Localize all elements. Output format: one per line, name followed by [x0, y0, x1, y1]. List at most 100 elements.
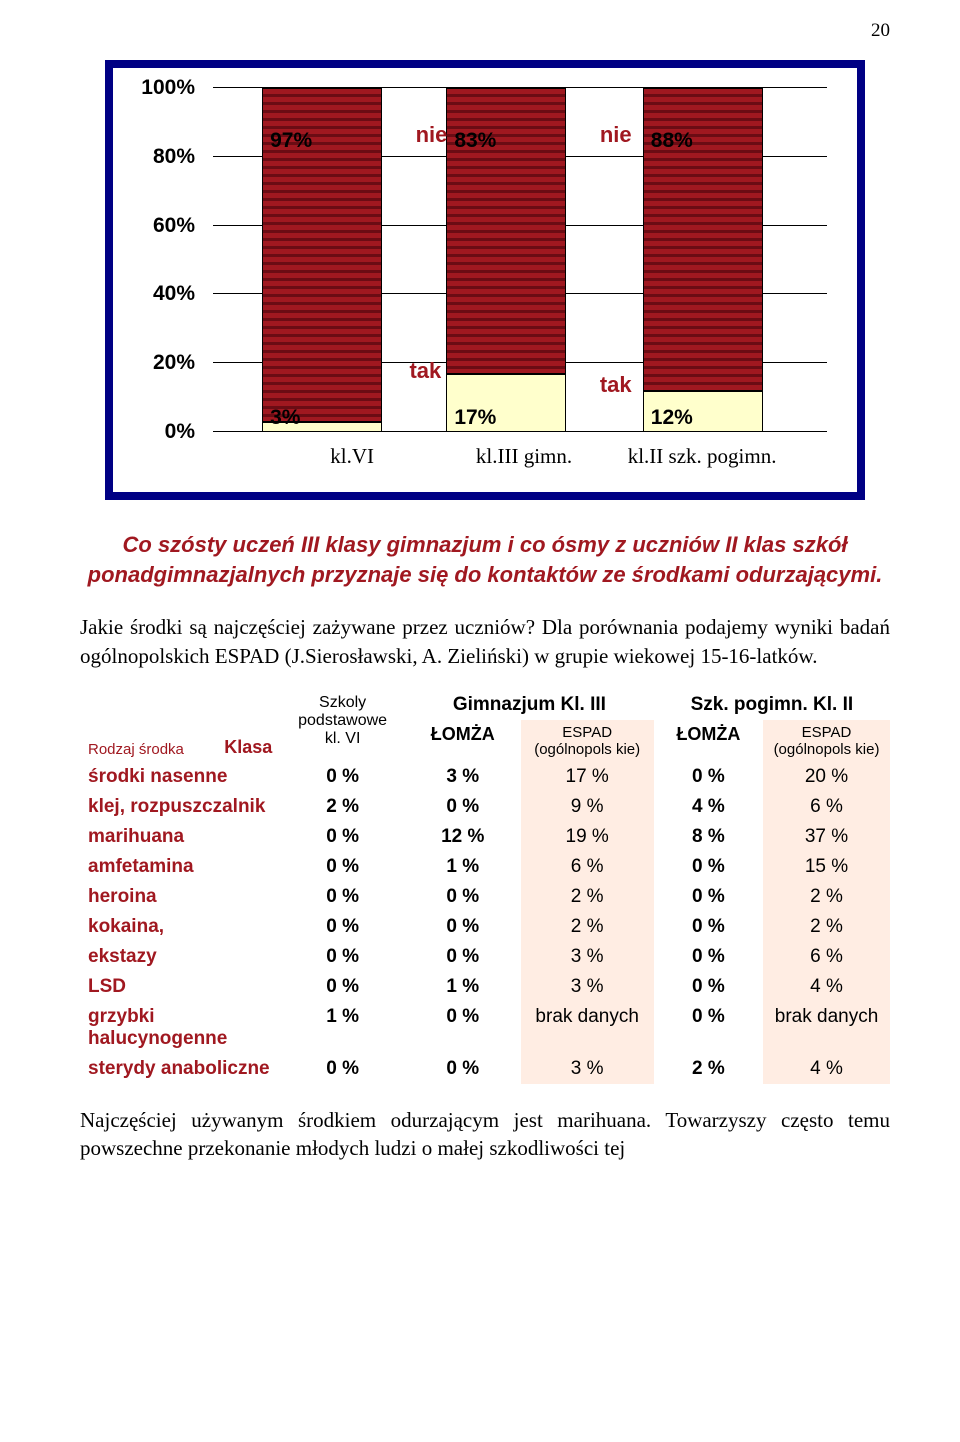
- table-cell: 0 %: [280, 942, 405, 972]
- header-lomza-2: ŁOMŻA: [654, 720, 763, 762]
- table-row: marihuana0 %12 %19 %8 %37 %: [80, 822, 890, 852]
- table-cell: 12 %: [405, 822, 521, 852]
- bar-value-top: 88%: [651, 129, 693, 153]
- series-label-top: nie: [416, 122, 448, 148]
- table-cell: 1 %: [405, 852, 521, 882]
- table-cell: 0 %: [405, 792, 521, 822]
- table-cell: 0 %: [654, 972, 763, 1002]
- table-cell: 2 %: [521, 912, 654, 942]
- table-cell: 3 %: [521, 972, 654, 1002]
- table-cell: 0 %: [405, 912, 521, 942]
- y-tick-label: 100%: [141, 76, 195, 100]
- table-cell: 1 %: [405, 972, 521, 1002]
- data-table: Rodzaj środka Klasa Szkoly podstawowe kl…: [80, 690, 890, 1084]
- table-cell: 8 %: [654, 822, 763, 852]
- table-cell: 0 %: [405, 942, 521, 972]
- y-tick-label: 0%: [165, 420, 195, 444]
- bar-value-top: 83%: [454, 129, 496, 153]
- table-cell: brak danych: [763, 1002, 890, 1054]
- header-lomza-1: ŁOMŻA: [405, 720, 521, 762]
- table-cell: marihuana: [80, 822, 280, 852]
- table-cell: 0 %: [280, 1054, 405, 1084]
- table-cell: 2 %: [654, 1054, 763, 1084]
- table-cell: 0 %: [280, 822, 405, 852]
- table-cell: 4 %: [654, 792, 763, 822]
- table-row: heroina0 %0 %2 %0 %2 %: [80, 882, 890, 912]
- bar-value-bottom: 12%: [651, 406, 693, 430]
- bar-value-bottom: 3%: [270, 406, 300, 430]
- table-cell: 0 %: [280, 912, 405, 942]
- bar-stack: 88% 12%: [643, 88, 763, 432]
- header-group2: Szk. pogimn. Kl. II: [654, 690, 890, 720]
- table-cell: sterydy anaboliczne: [80, 1054, 280, 1084]
- table-cell: 20 %: [763, 762, 890, 792]
- header-espad-2: ESPAD (ogólnopols kie): [763, 720, 890, 762]
- page: 20 0%20%40%60%80%100%97%3%83%17%88%12%ni…: [0, 0, 960, 1183]
- bar-stack: 97%3%: [262, 88, 382, 432]
- series-label-top: nie: [600, 122, 632, 148]
- table-cell: 0 %: [405, 1002, 521, 1054]
- header-group1: Gimnazjum Kl. III: [405, 690, 654, 720]
- table-cell: 0 %: [405, 882, 521, 912]
- table-cell: 0 %: [654, 1002, 763, 1054]
- y-tick-label: 60%: [153, 214, 195, 238]
- series-label-bottom: tak: [409, 358, 441, 384]
- table-cell: 0 %: [654, 762, 763, 792]
- header-klasa: Klasa: [224, 737, 272, 758]
- series-label-bottom: tak: [600, 372, 632, 398]
- y-tick-label: 20%: [153, 351, 195, 375]
- y-tick-label: 40%: [153, 282, 195, 306]
- table-row: LSD0 %1 %3 %0 %4 %: [80, 972, 890, 1002]
- body-paragraph: Jakie środki są najczęściej zażywane prz…: [80, 613, 890, 670]
- table-cell: 3 %: [521, 1054, 654, 1084]
- table-cell: LSD: [80, 972, 280, 1002]
- table-cell: amfetamina: [80, 852, 280, 882]
- table-cell: 15 %: [763, 852, 890, 882]
- table-row: ekstazy0 %0 %3 %0 %6 %: [80, 942, 890, 972]
- table-cell: 0 %: [280, 882, 405, 912]
- header-col1: Szkoly podstawowe kl. VI: [280, 690, 405, 762]
- table-cell: 0 %: [280, 972, 405, 1002]
- x-tick-label: kl.II szk. pogimn.: [612, 444, 792, 469]
- table-cell: grzybki halucynogenne: [80, 1002, 280, 1054]
- table-cell: 0 %: [654, 912, 763, 942]
- table-cell: klej, rozpuszczalnik: [80, 792, 280, 822]
- table-cell: 19 %: [521, 822, 654, 852]
- page-number: 20: [80, 20, 890, 42]
- table-cell: 0 %: [654, 882, 763, 912]
- table-cell: brak danych: [521, 1002, 654, 1054]
- table-cell: 6 %: [521, 852, 654, 882]
- bar-value-bottom: 17%: [454, 406, 496, 430]
- x-tick-label: kl.III gimn.: [434, 444, 614, 469]
- header-rodzaj: Rodzaj środka: [88, 741, 184, 758]
- table-cell: 0 %: [654, 942, 763, 972]
- table-cell: 3 %: [521, 942, 654, 972]
- table-cell: 17 %: [521, 762, 654, 792]
- table-cell: 0 %: [405, 1054, 521, 1084]
- table-cell: 6 %: [763, 942, 890, 972]
- chart-frame: 0%20%40%60%80%100%97%3%83%17%88%12%nieni…: [105, 60, 865, 500]
- header-espad-1: ESPAD (ogólnopols kie): [521, 720, 654, 762]
- table-row: środki nasenne0 %3 %17 %0 %20 %: [80, 762, 890, 792]
- table-cell: 9 %: [521, 792, 654, 822]
- table-cell: 2 %: [521, 882, 654, 912]
- table-cell: 4 %: [763, 1054, 890, 1084]
- table-cell: 0 %: [654, 852, 763, 882]
- footer-paragraph: Najczęściej używanym środkiem odurzający…: [80, 1106, 890, 1163]
- table-cell: kokaina,: [80, 912, 280, 942]
- table-cell: 1 %: [280, 1002, 405, 1054]
- table-cell: 2 %: [763, 882, 890, 912]
- table-cell: 3 %: [405, 762, 521, 792]
- table-cell: 2 %: [763, 912, 890, 942]
- callout-text: Co szósty uczeń III klasy gimnazjum i co…: [80, 530, 890, 589]
- table-cell: 0 %: [280, 852, 405, 882]
- table-row: grzybki halucynogenne1 %0 %brak danych0 …: [80, 1002, 890, 1054]
- table-row: kokaina,0 %0 %2 %0 %2 %: [80, 912, 890, 942]
- table-cell: ekstazy: [80, 942, 280, 972]
- table-cell: 37 %: [763, 822, 890, 852]
- table-cell: 6 %: [763, 792, 890, 822]
- table-row: amfetamina0 %1 %6 %0 %15 %: [80, 852, 890, 882]
- bar-stack: 83% 17%: [446, 88, 566, 432]
- table-row: sterydy anaboliczne0 %0 %3 %2 %4 %: [80, 1054, 890, 1084]
- chart-plot-area: 0%20%40%60%80%100%97%3%83%17%88%12%nieni…: [113, 68, 857, 492]
